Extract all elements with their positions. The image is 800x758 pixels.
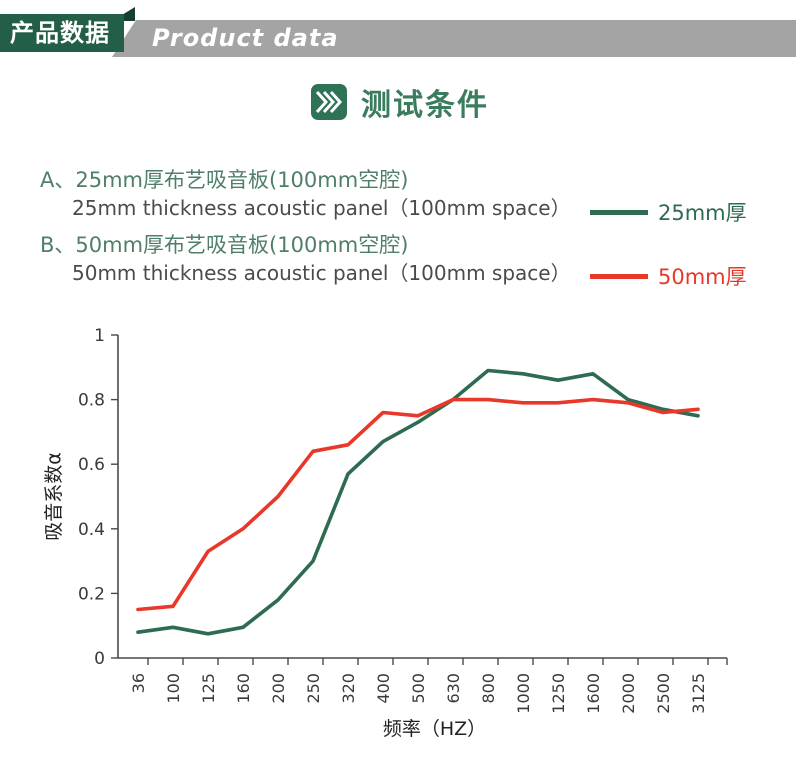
axes [117, 335, 727, 659]
condition-a-zh: A、25mm厚布艺吸音板(100mm空腔) [40, 168, 409, 192]
y-tick-label: 0 [94, 649, 105, 669]
x-tick-label: 36 [129, 673, 148, 693]
x-tick-label: 100 [164, 673, 183, 704]
header-title-en: Product data [112, 20, 796, 57]
y-tick-label: 0.4 [78, 520, 105, 540]
legend-swatch-25mm [590, 209, 648, 215]
section-title: 测试条件 [361, 88, 489, 123]
x-tick-label: 1600 [584, 673, 603, 714]
y-tick-label: 0.8 [78, 391, 105, 411]
legend-label-50mm: 50mm厚 [658, 265, 747, 289]
y-tick-label: 1 [94, 326, 105, 346]
x-tick-label: 250 [304, 673, 323, 704]
condition-b: B、50mm厚布艺吸音板(100mm空腔) 50mm thickness aco… [40, 231, 571, 287]
x-tick-label: 800 [479, 673, 498, 704]
legend-swatch-50mm [590, 273, 648, 279]
x-tick-label: 125 [199, 673, 218, 704]
x-tick-label: 160 [234, 673, 253, 704]
x-tick-label: 200 [269, 673, 288, 704]
legend-item-25mm: 25mm厚 [590, 198, 747, 226]
x-tick-label: 3125 [689, 673, 708, 714]
section-title-row: 测试条件 [0, 80, 800, 124]
legend-item-50mm: 50mm厚 [590, 262, 747, 290]
x-tick-label: 400 [374, 673, 393, 704]
absorption-chart: 0 0.2 0.4 0.6 0.8 1 36 100 125 160 200 250 320 400 500… [43, 326, 728, 740]
y-tick-label: 0.2 [78, 584, 105, 604]
header-title-zh: 产品数据 [0, 14, 124, 52]
absorption-chart-container: 0 0.2 0.4 0.6 0.8 1 36 100 125 160 200 250 320 400 500… [0, 310, 800, 758]
y-axis-title: 吸音系数α [43, 452, 65, 541]
series-line-25mm厚 [136, 368, 700, 636]
x-tick-label: 320 [339, 673, 358, 704]
legend-label-25mm: 25mm厚 [658, 201, 747, 225]
condition-a-en: 25mm thickness acoustic panel（100mm spac… [72, 196, 571, 220]
x-tick-label: 1000 [514, 673, 533, 714]
x-tick-label: 2000 [619, 673, 638, 714]
x-tick-label: 2500 [654, 673, 673, 714]
x-tick-label: 1250 [549, 673, 568, 714]
y-tick-label: 0.6 [78, 455, 105, 475]
series-line-50mm厚 [136, 397, 700, 612]
condition-b-zh: B、50mm厚布艺吸音板(100mm空腔) [40, 233, 409, 257]
x-tick-label: 500 [409, 673, 428, 704]
x-tick-label: 630 [444, 673, 463, 704]
x-axis-title: 频率（HZ） [383, 718, 486, 740]
condition-a: A、25mm厚布艺吸音板(100mm空腔) 25mm thickness aco… [40, 166, 571, 222]
condition-b-en: 50mm thickness acoustic panel（100mm spac… [72, 261, 571, 285]
chevrons-icon [311, 84, 347, 120]
